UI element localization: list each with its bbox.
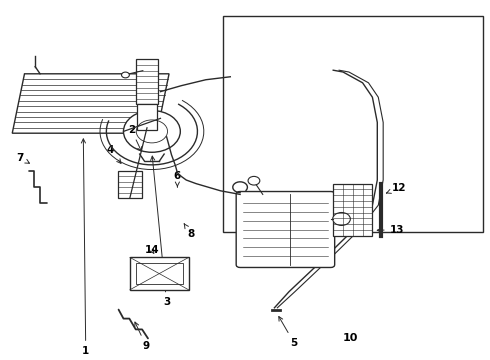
Text: 13: 13 — [377, 225, 404, 235]
Polygon shape — [12, 74, 169, 133]
Text: 8: 8 — [184, 224, 195, 239]
Bar — [136, 59, 158, 104]
Circle shape — [122, 72, 129, 78]
Text: 11: 11 — [336, 204, 360, 220]
Text: 7: 7 — [16, 153, 29, 163]
Text: 10: 10 — [343, 333, 358, 343]
Text: 12: 12 — [387, 183, 407, 193]
Text: 1: 1 — [81, 139, 89, 356]
Circle shape — [123, 111, 180, 152]
Text: 6: 6 — [174, 171, 181, 187]
Text: 2: 2 — [128, 125, 142, 151]
Circle shape — [333, 212, 350, 225]
Text: 5: 5 — [279, 316, 297, 348]
Text: 4: 4 — [106, 145, 121, 163]
Circle shape — [248, 176, 260, 185]
Bar — [118, 171, 142, 198]
Text: 3: 3 — [150, 156, 170, 307]
Bar — [333, 184, 372, 236]
Text: 9: 9 — [135, 322, 149, 351]
Bar — [137, 104, 157, 130]
Bar — [136, 263, 183, 284]
Text: 14: 14 — [145, 245, 159, 255]
Bar — [223, 16, 483, 232]
FancyBboxPatch shape — [236, 192, 335, 267]
Bar — [130, 257, 189, 290]
